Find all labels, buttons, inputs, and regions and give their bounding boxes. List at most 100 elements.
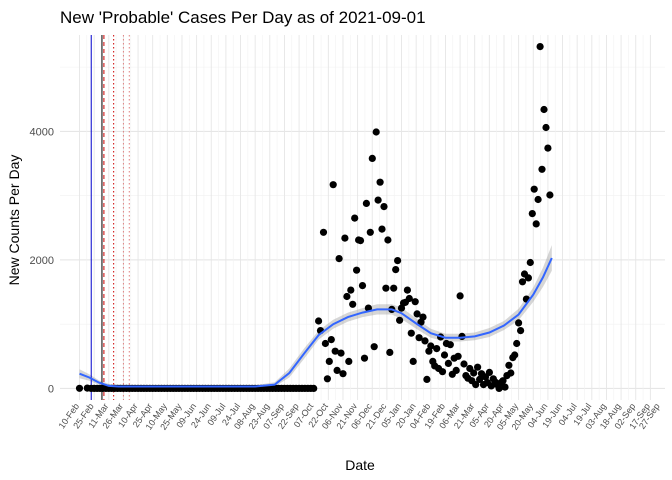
data-point [372,128,380,136]
data-point [349,300,357,308]
x-tick-labels: 10-Feb25-Feb11-Mar26-Mar10-Apr25-Apr10-M… [57,401,662,432]
data-point [405,294,413,303]
data-point [499,377,507,385]
data-point [415,334,423,342]
data-point [327,336,335,344]
y-tick-label: 4000 [30,126,54,138]
data-point [382,284,390,292]
data-point [343,292,351,301]
data-point [485,368,493,376]
data-point [440,351,449,359]
data-point [423,375,431,383]
trend-line [79,257,553,388]
data-point [310,384,318,392]
data-point [353,266,361,274]
data-point [427,342,435,350]
data-point [329,181,337,189]
data-point [351,214,359,222]
data-point [376,178,384,186]
data-point [444,359,452,367]
data-point [544,144,552,152]
data-point [325,357,333,365]
chart-title: New 'Probable' Cases Per Day as of 2021-… [60,8,426,27]
data-point [341,234,349,242]
data-point [362,199,370,207]
data-point [339,370,347,378]
data-point [515,319,523,327]
data-point [513,339,521,348]
x-axis-title: Date [345,457,375,473]
data-point [456,292,464,300]
data-point [386,348,394,356]
data-point [368,154,376,162]
data-point [538,165,546,173]
data-point [452,366,460,374]
data-point [474,363,482,371]
data-point [331,347,339,355]
data-point [384,236,392,244]
data-point [413,310,421,318]
data-point [409,357,417,365]
data-point [524,274,533,282]
data-point [315,317,323,325]
data-point [476,375,484,383]
data-point [319,228,328,236]
data-point [321,339,329,348]
data-point [511,351,519,359]
data-point [337,349,345,357]
data-point [345,357,353,365]
data-point [526,258,534,267]
data-point [335,255,343,263]
data-point [528,210,536,218]
data-point [501,383,509,391]
y-tick-label: 2000 [30,255,54,267]
data-point [333,366,341,374]
data-point [517,327,525,335]
data-point [374,196,382,204]
data-point [446,341,454,349]
data-point [366,228,374,236]
data-point [518,278,527,286]
data-point [380,203,388,211]
y-tick-label: 0 [48,383,54,395]
data-point [407,329,415,337]
data-point [396,316,404,324]
data-point [356,237,365,245]
y-tick-labels: 0 2000 4000 [30,126,54,395]
data-point [358,282,367,290]
data-point [378,225,386,233]
data-point [370,343,378,351]
data-point [495,384,503,392]
data-point [323,375,331,383]
data-point [530,185,538,193]
data-point [403,286,411,294]
data-point [540,105,548,114]
data-point [392,266,400,274]
data-point [454,352,462,360]
grid-layer [60,35,665,400]
data-point [534,195,542,204]
data-point [507,369,515,377]
trend-layer [79,257,553,388]
data-point [360,354,369,362]
data-point [546,191,554,199]
data-point [472,381,480,389]
data-point [75,384,84,392]
data-point [421,337,429,345]
data-point [411,298,419,306]
reference-lines-layer [90,35,130,400]
data-point [542,123,550,132]
data-point [347,286,355,294]
data-point [419,313,427,321]
data-point [394,257,402,265]
data-point [470,369,478,377]
data-point [438,368,447,376]
data-point [536,43,544,51]
data-point [433,345,441,353]
y-axis-title: New Counts Per Day [6,155,22,286]
data-point [390,284,398,292]
data-point [505,361,513,369]
data-point [460,360,468,368]
